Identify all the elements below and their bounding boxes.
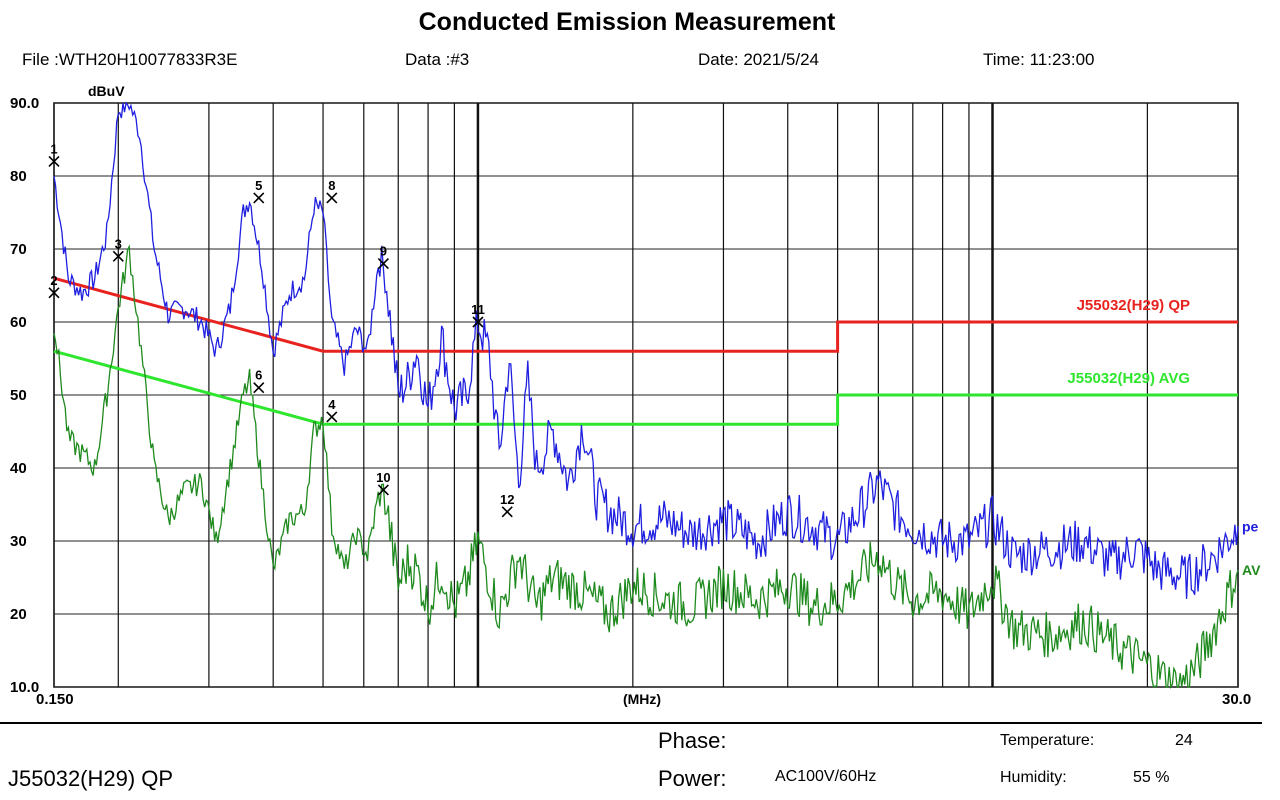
- series-peak: [53, 101, 1239, 599]
- limit-line-qp: [53, 276, 1238, 353]
- y-tick-label: 10.0: [10, 679, 39, 696]
- footer-divider: [0, 722, 1262, 724]
- marker-label: 3: [115, 236, 122, 251]
- humidity-label: Humidity:: [1000, 769, 1067, 786]
- footer-limit-name: J55032(H29) QP: [8, 766, 174, 791]
- marker-x: [326, 192, 338, 204]
- date-label: Date: 2021/5/24: [698, 50, 819, 69]
- humidity-value: 55 %: [1133, 769, 1170, 786]
- marker-x: [253, 382, 265, 394]
- limit-line-avg: [53, 349, 1238, 426]
- y-axis-unit: dBuV: [88, 83, 125, 99]
- y-tick-label: 50: [10, 387, 27, 404]
- marker-label: 12: [500, 492, 514, 507]
- marker-label: 6: [255, 368, 262, 383]
- power-value: AC100V/60Hz: [775, 768, 877, 785]
- marker-x: [377, 484, 389, 496]
- phase-label: Phase:: [658, 728, 727, 753]
- limit-line-label: J55032(H29) QP: [1077, 297, 1190, 314]
- marker-label: 9: [380, 244, 387, 259]
- y-tick-label: 90.0: [10, 95, 39, 112]
- marker-x: [326, 411, 338, 423]
- marker-x: [253, 192, 265, 204]
- x-tick-label: 0.150: [36, 691, 74, 708]
- marker-label: 1: [50, 141, 57, 156]
- marker-x: [472, 316, 484, 328]
- chart-title: Conducted Emission Measurement: [418, 8, 836, 36]
- x-tick-label: 30.0: [1222, 691, 1251, 708]
- marker-label: 2: [50, 273, 57, 288]
- series-end-label: AV: [1242, 562, 1261, 578]
- marker-x: [501, 506, 513, 518]
- x-axis-unit: (MHz): [623, 691, 661, 707]
- marker-x: [377, 258, 389, 270]
- time-label: Time: 11:23:00: [983, 50, 1095, 69]
- temperature-value: 24: [1175, 732, 1193, 749]
- file-label: File :WTH20H10077833R3E: [22, 50, 238, 69]
- temperature-label: Temperature:: [1000, 732, 1095, 749]
- marker-label: 5: [255, 178, 262, 193]
- marker-label: 4: [328, 397, 336, 412]
- marker-x: [112, 250, 124, 262]
- marker-label: 11: [471, 302, 485, 317]
- y-tick-label: 20: [10, 606, 27, 623]
- data-label: Data :#3: [405, 50, 470, 69]
- y-tick-label: 30: [10, 533, 27, 550]
- y-tick-label: 40: [10, 460, 27, 477]
- series-end-label: pe: [1242, 518, 1259, 534]
- y-tick-label: 70: [10, 241, 27, 258]
- power-label: Power:: [658, 766, 727, 791]
- y-tick-label: 80: [10, 168, 27, 185]
- y-tick-label: 60: [10, 314, 27, 331]
- marker-label: 8: [328, 178, 335, 193]
- marker-x: [48, 155, 60, 167]
- marker-x: [48, 287, 60, 299]
- series-average: [53, 244, 1239, 690]
- marker-label: 10: [376, 470, 390, 485]
- limit-line-label: J55032(H29) AVG: [1067, 370, 1190, 387]
